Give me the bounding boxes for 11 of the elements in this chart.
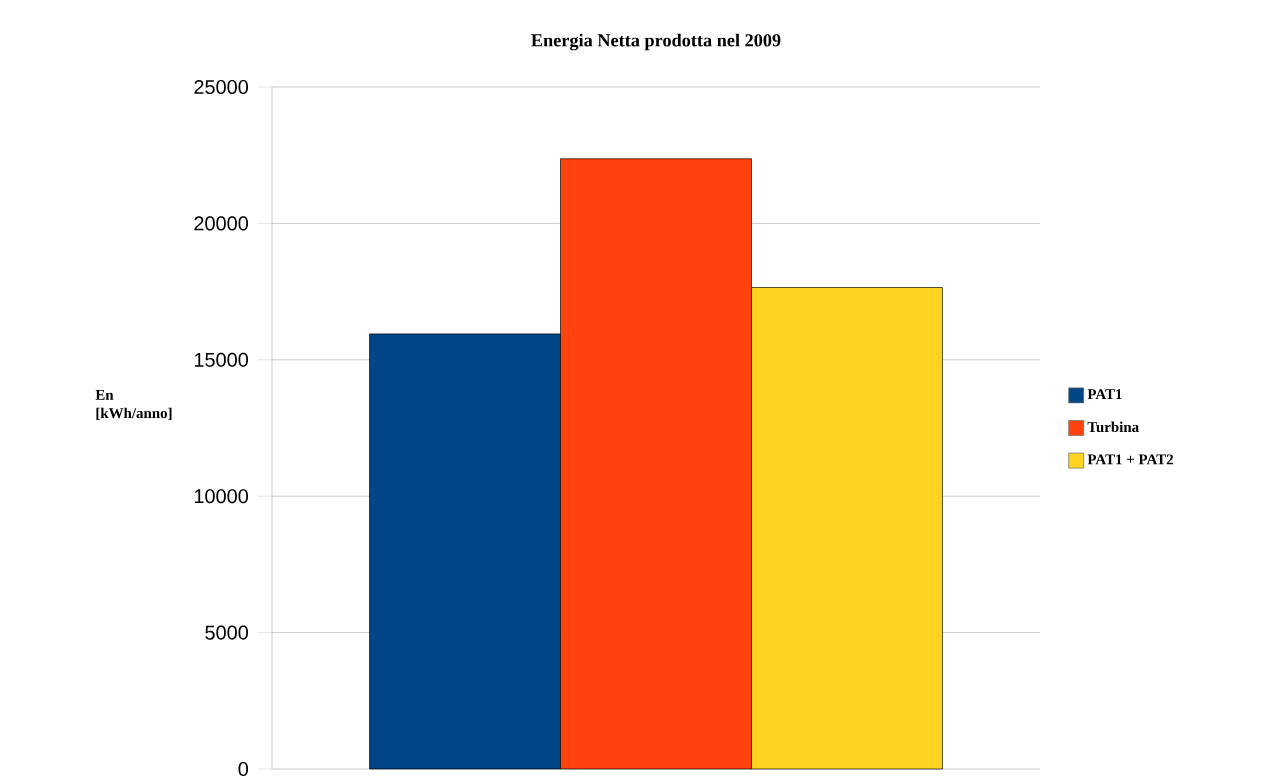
- y-tick-label: 0: [238, 761, 249, 777]
- y-axis-title: En [kWh/anno]: [95, 389, 172, 421]
- y-tick-label: 15000: [194, 352, 249, 367]
- y-tick-label: 5000: [205, 625, 249, 640]
- y-tick-label: 10000: [194, 489, 249, 504]
- y-tick-label: 25000: [194, 79, 249, 95]
- chart-title: Energia Netta prodotta nel 2009: [531, 33, 781, 51]
- legend-label: Turbina: [1087, 421, 1139, 433]
- y-tick-label: 20000: [194, 216, 249, 231]
- legend-label: PAT1 + PAT2: [1087, 454, 1173, 465]
- legend-label: PAT1: [1087, 389, 1122, 400]
